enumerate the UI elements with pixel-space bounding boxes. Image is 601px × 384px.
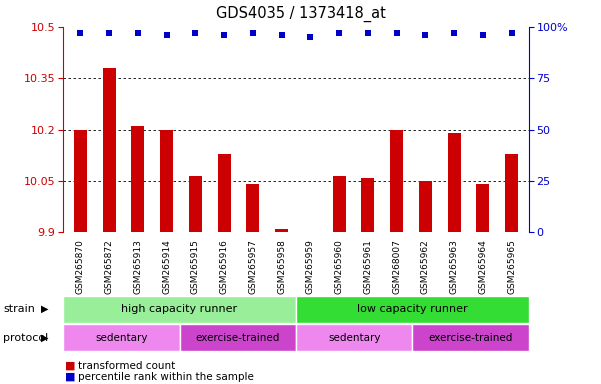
Text: GSM265961: GSM265961 (364, 239, 373, 294)
Text: sedentary: sedentary (328, 333, 380, 343)
Text: GSM265872: GSM265872 (105, 239, 114, 294)
Bar (361, 177, 374, 232)
Point (334, 30, 344, 36)
Text: GSM265916: GSM265916 (219, 239, 228, 294)
Point (76, 30, 85, 36)
Text: GSM265960: GSM265960 (335, 239, 344, 294)
Point (421, 32, 430, 38)
Text: high capacity runner: high capacity runner (121, 304, 237, 314)
Point (507, 30, 516, 36)
Text: GSM265957: GSM265957 (248, 239, 257, 294)
Bar (275, 229, 288, 232)
Bar (412, 324, 529, 351)
Point (450, 30, 459, 36)
Bar (63, 324, 180, 351)
Text: ▶: ▶ (41, 304, 48, 314)
Bar (160, 130, 173, 232)
Text: exercise-trained: exercise-trained (195, 333, 280, 343)
Text: GSM265963: GSM265963 (450, 239, 459, 294)
Text: low capacity runner: low capacity runner (357, 304, 468, 314)
Bar (132, 126, 144, 232)
Bar (103, 68, 115, 232)
Text: sedentary: sedentary (95, 333, 148, 343)
Bar (505, 154, 518, 232)
Point (478, 32, 487, 38)
Text: exercise-trained: exercise-trained (429, 333, 513, 343)
Point (105, 30, 114, 36)
Bar (390, 130, 403, 232)
Point (191, 30, 200, 36)
Bar (296, 296, 529, 323)
Text: ■: ■ (65, 361, 75, 371)
Text: GSM265965: GSM265965 (507, 239, 516, 294)
Point (219, 32, 229, 38)
Bar (448, 133, 460, 232)
Point (363, 30, 373, 36)
Point (277, 32, 287, 38)
Bar (246, 184, 260, 232)
Bar (419, 181, 432, 232)
Text: GSM268007: GSM268007 (392, 239, 401, 294)
Point (392, 30, 401, 36)
Bar (332, 176, 346, 232)
Text: GSM265915: GSM265915 (191, 239, 200, 294)
Point (162, 32, 171, 38)
Text: GDS4035 / 1373418_at: GDS4035 / 1373418_at (216, 6, 385, 22)
Text: transformed count: transformed count (78, 361, 175, 371)
Bar (477, 184, 489, 232)
Bar (63, 296, 296, 323)
Text: GSM265958: GSM265958 (277, 239, 286, 294)
Text: GSM265870: GSM265870 (76, 239, 85, 294)
Point (248, 30, 258, 36)
Text: strain: strain (3, 304, 35, 314)
Text: ▶: ▶ (41, 333, 48, 343)
Bar (180, 324, 296, 351)
Text: GSM265962: GSM265962 (421, 239, 430, 294)
Text: ■: ■ (65, 372, 75, 382)
Text: protocol: protocol (3, 333, 48, 343)
Text: GSM265964: GSM265964 (478, 239, 487, 294)
Bar (218, 154, 231, 232)
Bar (74, 130, 87, 232)
Point (305, 34, 315, 40)
Text: GSM265959: GSM265959 (306, 239, 315, 294)
Point (133, 30, 142, 36)
Text: GSM265913: GSM265913 (133, 239, 142, 294)
Text: percentile rank within the sample: percentile rank within the sample (78, 372, 254, 382)
Bar (296, 324, 412, 351)
Text: GSM265914: GSM265914 (162, 239, 171, 294)
Bar (189, 176, 202, 232)
